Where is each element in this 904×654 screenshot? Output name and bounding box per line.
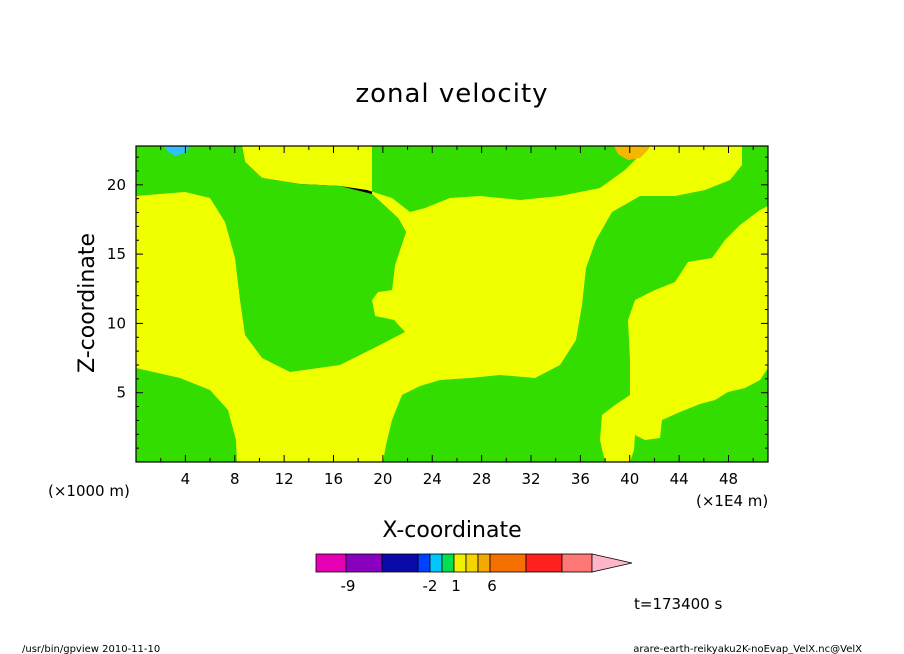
colorbar-segment [489,553,527,573]
colorbar-segment [429,553,443,573]
x-tick-label: 4 [181,470,191,488]
x-tick-label: 20 [373,470,392,488]
colorbar [315,553,633,573]
colorbar-segment [381,553,419,573]
time-label: t=173400 s [634,595,722,613]
chart-title: zonal velocity [355,79,548,109]
colorbar-tick-label: -9 [341,577,356,595]
colorbar-segment [465,553,479,573]
negative-spot [164,146,190,156]
x-tick-label: 36 [571,470,590,488]
colorbar-segment [417,553,431,573]
positive-region-right [600,206,768,462]
colorbar-tick-label: 1 [451,577,461,595]
x-axis: 4 8 12 16 20 24 28 32 36 40 44 48 [160,146,754,488]
colorbar-segment [477,553,491,573]
x-tick-label: 24 [423,470,442,488]
x-tick-label: 32 [521,470,540,488]
positive-region-upper-left [136,146,406,372]
x-tick-label: 12 [275,470,294,488]
y-axis-label: Z-coordinate [75,233,100,373]
x-tick-label: 28 [472,470,491,488]
y-tick-label: 5 [116,384,126,402]
y-tick-label: 20 [107,176,126,194]
x-tick-label: 40 [620,470,639,488]
colorbar-segment [345,553,383,573]
warm-spot [614,146,650,160]
x-tick-label: 44 [670,470,689,488]
y-axis: 5 10 15 20 [107,156,768,449]
colorbar-segment [525,553,563,573]
x-tick-label: 16 [324,470,343,488]
colorbar-tick-label: 6 [487,577,497,595]
colorbar-segment [561,553,593,573]
footer-left: /usr/bin/gpview 2010-11-10 [22,644,160,654]
colorbar-tick-labels: -9 -2 1 6 [341,577,497,595]
colorbar-arrow [591,553,633,573]
y-tick-label: 10 [107,314,126,332]
x-tick-label: 48 [719,470,738,488]
y-unit-label: (×1000 m) [48,482,130,500]
colorbar-segment [453,553,467,573]
colorbar-segment [315,553,347,573]
positive-region-main [136,146,742,462]
plot-area [136,146,768,462]
y-tick-label: 15 [107,245,126,263]
footer-right: arare-earth-reikyaku2K-noEvap_VelX.nc@Ve… [633,644,862,654]
plot-frame [135,145,769,463]
x-tick-label: 8 [230,470,240,488]
colorbar-tick-label: -2 [423,577,438,595]
x-axis-label: X-coordinate [382,518,521,543]
x-unit-label: (×1E4 m) [696,492,768,510]
colorbar-segment [441,553,455,573]
